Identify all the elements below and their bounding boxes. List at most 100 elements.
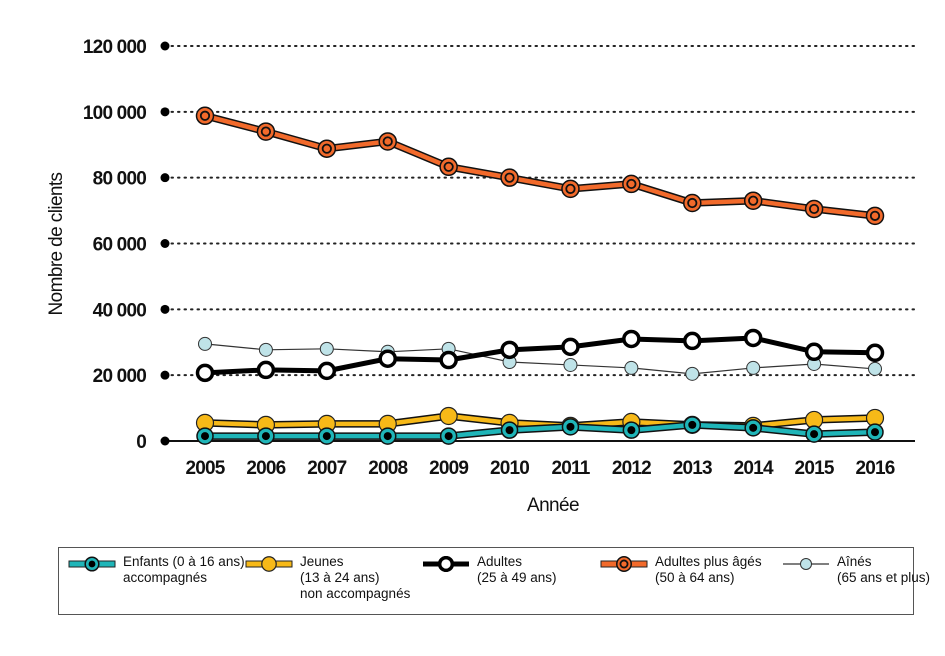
y-tick-label: 60 000 xyxy=(93,235,147,256)
legend-symbol-icon xyxy=(68,556,116,572)
data-point xyxy=(500,340,519,360)
series-line xyxy=(204,113,876,219)
x-tick-label: 2016 xyxy=(855,458,894,479)
legend-item-jeunes: Jeunes (13 à 24 ans) non accompagnés xyxy=(244,554,410,602)
data-point xyxy=(319,341,334,356)
data-point xyxy=(743,191,763,210)
legend-label: Enfants (0 à 16 ans) accompagnés xyxy=(123,554,245,586)
data-point xyxy=(84,556,100,572)
x-tick-label: 2005 xyxy=(185,458,225,479)
data-point xyxy=(195,106,215,126)
series-aines xyxy=(198,336,882,381)
series-line xyxy=(204,413,876,429)
series-line xyxy=(204,343,876,375)
data-point xyxy=(195,363,215,383)
data-point xyxy=(257,427,275,445)
y-tick-label: 0 xyxy=(136,432,146,453)
legend-item-enfants: Enfants (0 à 16 ans) accompagnés xyxy=(67,554,245,586)
legend-label: Aînés (65 ans et plus) xyxy=(837,554,930,586)
x-tick-label: 2011 xyxy=(551,458,590,479)
legend-symbol-icon xyxy=(423,556,469,572)
data-point xyxy=(746,360,761,375)
data-point xyxy=(865,343,885,363)
series-adultes xyxy=(195,328,885,383)
data-point xyxy=(378,427,397,445)
data-point xyxy=(685,366,700,381)
x-tick-label: 2009 xyxy=(429,458,468,479)
legend-label-line: accompagnés xyxy=(123,570,208,585)
data-point xyxy=(622,329,641,349)
x-axis-ticks: 2005 2006 2007 2008 2009 2010 2011 2012 2013 2014… xyxy=(185,458,895,479)
series-line-outline xyxy=(204,112,876,220)
data-point xyxy=(866,423,884,441)
data-point xyxy=(683,193,702,213)
data-point xyxy=(318,427,336,445)
data-point xyxy=(624,360,639,375)
data-point xyxy=(563,357,578,372)
data-point xyxy=(500,421,519,439)
series-line xyxy=(205,422,876,439)
y-axis-label: Nombre de clients xyxy=(46,172,67,315)
legend-label-line: Enfants (0 à 16 ans) xyxy=(123,554,245,569)
data-point xyxy=(804,342,824,362)
x-tick-label: 2015 xyxy=(795,458,835,479)
data-point xyxy=(622,174,641,194)
legend-item-aines: Aînés (65 ans et plus) xyxy=(781,554,930,586)
data-point xyxy=(378,349,397,368)
data-point xyxy=(616,556,632,572)
data-point xyxy=(439,157,458,177)
data-point xyxy=(500,168,519,187)
data-point xyxy=(317,361,337,381)
series-enfants xyxy=(196,416,884,445)
data-point xyxy=(437,556,455,572)
series-lines xyxy=(195,106,885,445)
x-tick-label: 2013 xyxy=(673,458,712,479)
data-point xyxy=(743,328,763,348)
legend-label: Jeunes (13 à 24 ans) non accompagnés xyxy=(300,554,410,602)
data-point xyxy=(256,122,276,141)
data-point xyxy=(868,361,882,376)
data-point xyxy=(561,418,580,436)
data-point xyxy=(439,427,458,445)
data-point xyxy=(198,336,212,351)
y-tick-label: 120 000 xyxy=(83,37,146,58)
data-point xyxy=(799,557,813,571)
y-tick-dot xyxy=(160,370,170,380)
data-point xyxy=(865,206,885,226)
legend-label-line: (25 à 49 ans) xyxy=(477,570,557,585)
legend-symbol-icon xyxy=(783,557,829,571)
legend-label: Adultes plus âgés (50 à 64 ans) xyxy=(655,554,762,586)
legend-label-line: Adultes xyxy=(477,554,523,569)
data-point xyxy=(683,331,702,351)
legend-label-line: Aînés xyxy=(837,554,872,569)
x-tick-label: 2007 xyxy=(307,458,346,479)
legend-symbol-icon xyxy=(245,556,293,572)
data-point xyxy=(258,342,273,357)
y-axis-ticks: 0 20 000 40 000 60 000 80 000 100 000 120 000 xyxy=(83,37,170,453)
legend-label-line: non accompagnés xyxy=(300,586,411,601)
data-point xyxy=(804,199,824,219)
data-point xyxy=(256,360,276,380)
x-tick-label: 2010 xyxy=(490,458,529,479)
series-line xyxy=(204,335,876,376)
y-tick-dot xyxy=(160,41,170,51)
x-tick-label: 2008 xyxy=(368,458,407,479)
legend-label: Adultes (25 à 49 ans) xyxy=(477,554,557,586)
legend-label-line: (13 à 24 ans) xyxy=(300,570,380,585)
x-tick-label: 2014 xyxy=(734,458,774,479)
data-point xyxy=(683,416,702,434)
data-point xyxy=(622,421,641,439)
legend-label-line: Jeunes xyxy=(300,554,344,569)
y-tick-dot xyxy=(160,436,170,446)
x-axis-label: Année xyxy=(527,495,579,516)
y-tick-dot xyxy=(160,239,170,248)
data-point xyxy=(744,419,762,437)
legend-symbol-icon xyxy=(600,556,648,572)
y-tick-label: 40 000 xyxy=(93,300,147,321)
legend: Enfants (0 à 16 ans) accompagnés Jeunes (13… xyxy=(58,547,930,615)
y-tick-label: 100 000 xyxy=(83,103,146,124)
y-tick-dot xyxy=(160,107,170,117)
series-adultes_ages xyxy=(195,106,885,226)
legend-label-line: (65 ans et plus) xyxy=(837,570,931,585)
